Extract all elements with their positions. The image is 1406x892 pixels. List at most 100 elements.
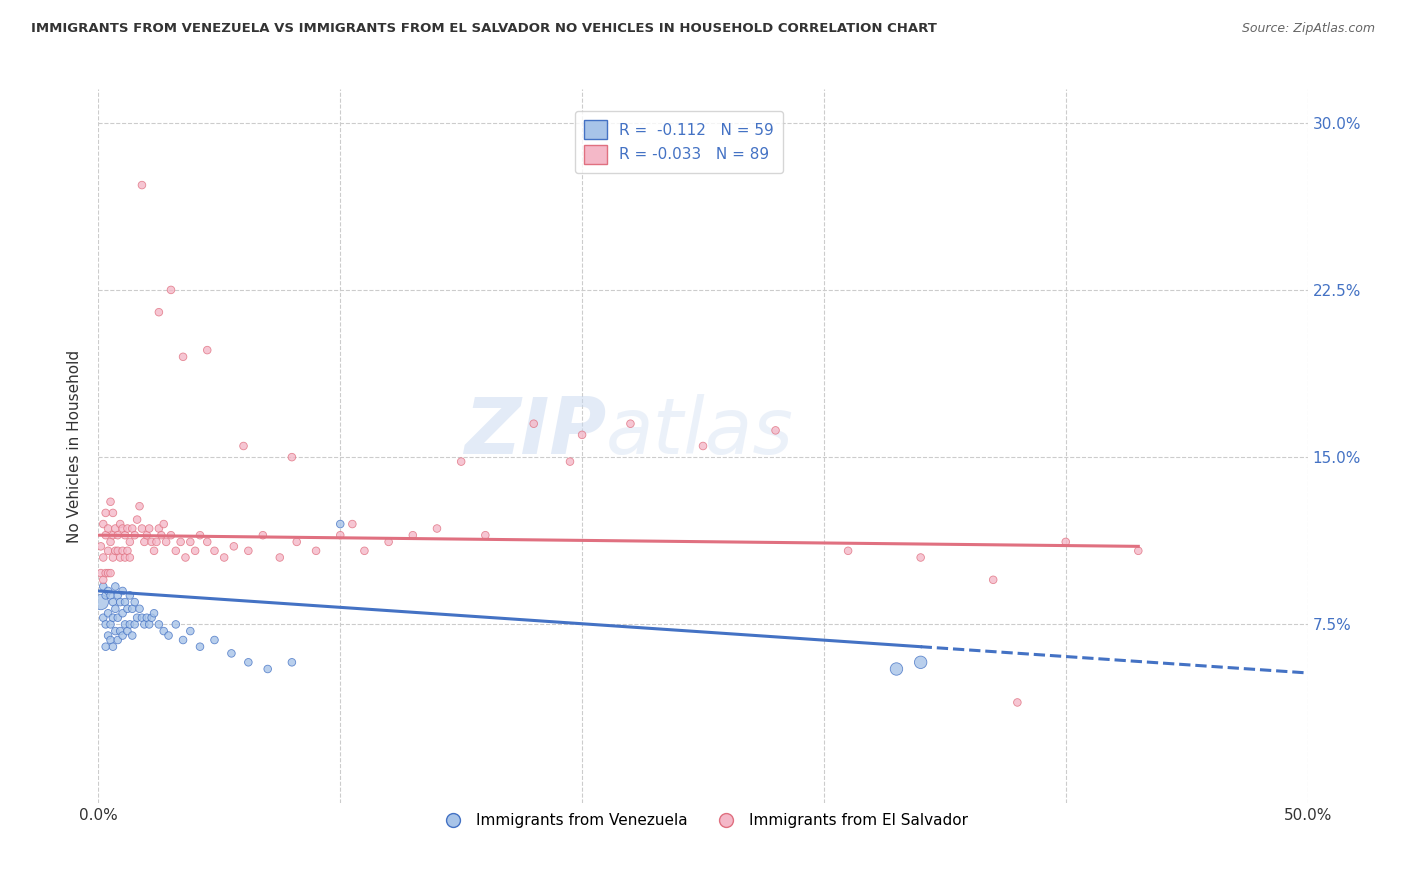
Point: [91, 580, 114, 594]
Point: [90, 566, 112, 580]
Point: [90, 595, 112, 609]
Point: [221, 646, 243, 660]
Point: [94, 589, 117, 603]
Point: [305, 543, 328, 558]
Point: [1054, 534, 1077, 549]
Point: [148, 521, 170, 535]
Point: [426, 521, 449, 535]
Point: [450, 454, 472, 469]
Point: [204, 543, 226, 558]
Text: ZIP: ZIP: [464, 393, 606, 470]
Point: [101, 528, 124, 542]
Point: [128, 500, 150, 514]
Point: [910, 550, 932, 565]
Point: [150, 528, 173, 542]
Point: [174, 550, 197, 565]
Point: [101, 550, 124, 565]
Point: [101, 595, 124, 609]
Point: [101, 506, 124, 520]
Point: [157, 628, 180, 642]
Point: [165, 543, 187, 558]
Point: [97, 607, 120, 621]
Point: [188, 640, 211, 654]
Point: [474, 528, 496, 542]
Point: [114, 550, 136, 565]
Point: [114, 617, 136, 632]
Point: [97, 628, 120, 642]
Point: [571, 427, 593, 442]
Point: [1007, 696, 1029, 710]
Point: [107, 610, 129, 624]
Point: [111, 521, 134, 535]
Point: [981, 573, 1004, 587]
Point: [131, 610, 153, 624]
Legend: Immigrants from Venezuela, Immigrants from El Salvador: Immigrants from Venezuela, Immigrants fr…: [432, 807, 974, 834]
Point: [131, 521, 153, 535]
Point: [148, 617, 170, 632]
Point: [256, 662, 278, 676]
Point: [152, 517, 174, 532]
Point: [118, 550, 141, 565]
Point: [329, 528, 352, 542]
Point: [252, 528, 274, 542]
Point: [138, 521, 160, 535]
Point: [91, 573, 114, 587]
Point: [107, 543, 129, 558]
Point: [94, 617, 117, 632]
Point: [127, 512, 149, 526]
Point: [281, 450, 304, 464]
Point: [204, 633, 226, 648]
Point: [179, 624, 201, 639]
Point: [143, 543, 166, 558]
Point: [692, 439, 714, 453]
Point: [172, 633, 194, 648]
Point: [118, 617, 141, 632]
Point: [195, 343, 218, 357]
Point: [104, 521, 127, 535]
Point: [118, 534, 141, 549]
Point: [238, 655, 260, 669]
Point: [188, 528, 211, 542]
Point: [238, 543, 260, 558]
Point: [97, 583, 120, 598]
Point: [148, 305, 170, 319]
Point: [104, 601, 127, 615]
Point: [97, 521, 120, 535]
Point: [134, 617, 156, 632]
Point: [342, 517, 364, 532]
Point: [100, 494, 122, 508]
Point: [91, 610, 114, 624]
Point: [104, 543, 127, 558]
Point: [837, 543, 859, 558]
Point: [101, 610, 124, 624]
Point: [152, 624, 174, 639]
Point: [329, 517, 352, 532]
Point: [285, 534, 308, 549]
Text: Source: ZipAtlas.com: Source: ZipAtlas.com: [1241, 22, 1375, 36]
Point: [1128, 543, 1150, 558]
Point: [100, 566, 122, 580]
Point: [100, 534, 122, 549]
Point: [128, 601, 150, 615]
Point: [107, 528, 129, 542]
Point: [141, 610, 163, 624]
Point: [117, 521, 139, 535]
Point: [135, 610, 157, 624]
Point: [108, 550, 131, 565]
Point: [111, 607, 134, 621]
Point: [124, 528, 146, 542]
Point: [127, 610, 149, 624]
Point: [108, 624, 131, 639]
Point: [114, 528, 136, 542]
Point: [523, 417, 546, 431]
Point: [179, 534, 201, 549]
Y-axis label: No Vehicles in Household: No Vehicles in Household: [67, 350, 83, 542]
Point: [155, 534, 177, 549]
Point: [124, 617, 146, 632]
Point: [100, 617, 122, 632]
Point: [91, 550, 114, 565]
Point: [377, 534, 399, 549]
Point: [117, 543, 139, 558]
Point: [353, 543, 375, 558]
Point: [121, 601, 143, 615]
